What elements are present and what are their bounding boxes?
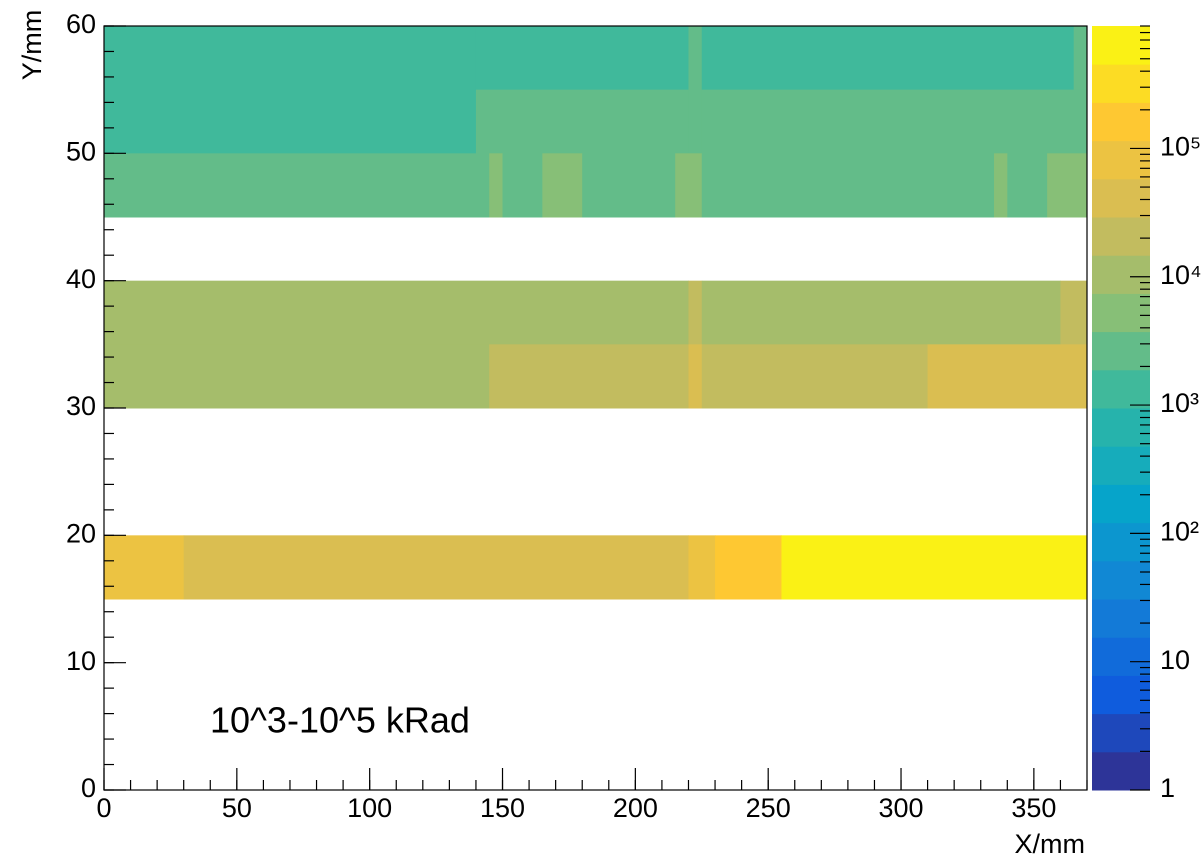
heatmap-cell: [1007, 153, 1048, 218]
x-tick-label: 50: [222, 793, 252, 823]
y-tick-label: 40: [66, 264, 96, 294]
colorbar-band: [1092, 102, 1150, 142]
heatmap-cell: [104, 153, 490, 218]
heatmap-cell: [927, 344, 1088, 409]
y-tick-label: 20: [66, 518, 96, 548]
colorbar-band: [1092, 217, 1150, 256]
heatmap-cell: [701, 26, 1075, 91]
heatmap-cell: [582, 153, 676, 218]
heatmap-cell: [104, 280, 689, 345]
x-tick-label: 100: [347, 793, 392, 823]
colorbar-band: [1092, 446, 1150, 485]
heatmap-cell: [502, 153, 543, 218]
colorbar-band: [1092, 751, 1150, 791]
heatmap-cell: [1060, 280, 1088, 345]
y-tick-label: 60: [66, 9, 96, 39]
colorbar-band: [1092, 331, 1150, 371]
heatmap-cell: [994, 153, 1008, 218]
heatmap-cell: [117, 535, 185, 600]
heatmap-cell: [688, 344, 703, 409]
heatmap-cell: [701, 153, 995, 218]
colorbar-band: [1092, 369, 1150, 409]
heatmap-cell: [688, 535, 716, 600]
x-tick-label: 350: [1011, 793, 1056, 823]
x-axis-label: X/mm: [1015, 829, 1086, 859]
colorbar-tick-label: 10³: [1160, 388, 1199, 418]
y-axis-label: Y/mm: [17, 10, 47, 81]
y-tick-label: 50: [66, 136, 96, 166]
heatmap-cell: [475, 26, 689, 91]
colorbar-tick-label: 10⁵: [1160, 132, 1201, 162]
colorbar-tick-label: 10: [1160, 645, 1190, 675]
heatmap-cell: [688, 26, 703, 154]
colorbar-band: [1092, 178, 1150, 218]
heatmap-cell: [183, 535, 689, 600]
annotation: 10^3-10^5 kRad: [210, 700, 470, 741]
heatmap-cell: [489, 153, 504, 218]
colorbar-band: [1092, 560, 1150, 600]
colorbar-band: [1092, 637, 1150, 676]
y-tick-label: 30: [66, 391, 96, 421]
x-tick-label: 150: [480, 793, 525, 823]
heatmap-cell: [104, 535, 118, 600]
x-tick-label: 300: [878, 793, 923, 823]
heatmap-cell: [701, 280, 1061, 345]
heatmap-cell: [542, 153, 583, 218]
heatmap-cell: [715, 535, 782, 600]
colorbar-tick-label: 10²: [1160, 517, 1199, 547]
colorbar-band: [1092, 255, 1150, 294]
colorbar-band: [1092, 599, 1150, 638]
x-tick-label: 0: [96, 793, 111, 823]
heatmap-cell: [688, 280, 703, 345]
heatmap-cell: [104, 344, 490, 409]
heatmap-cell: [1047, 153, 1088, 218]
heatmap-cell: [675, 153, 703, 218]
heatmap-cell: [104, 26, 477, 154]
colorbar-band: [1092, 64, 1150, 103]
heatmap-cell: [701, 89, 1088, 154]
x-tick-label: 250: [746, 793, 791, 823]
y-tick-label: 10: [66, 646, 96, 676]
heatmap-cell: [475, 89, 689, 154]
colorbar-band: [1092, 408, 1150, 447]
colorbar-band: [1092, 713, 1150, 753]
colorbar-band: [1092, 484, 1150, 524]
colorbar-band: [1092, 522, 1150, 562]
colorbar-band: [1092, 293, 1150, 333]
colorbar-tick-label: 10⁴: [1160, 260, 1202, 290]
x-tick-label: 200: [613, 793, 658, 823]
heatmap-cell: [1073, 26, 1088, 91]
colorbar-band: [1092, 140, 1150, 180]
colorbar-tick-label: 1: [1160, 773, 1175, 803]
y-tick-label: 0: [81, 773, 96, 803]
heatmap-cell: [781, 535, 1088, 600]
heatmap-cell: [489, 344, 689, 409]
heatmap-cell: [701, 344, 929, 409]
